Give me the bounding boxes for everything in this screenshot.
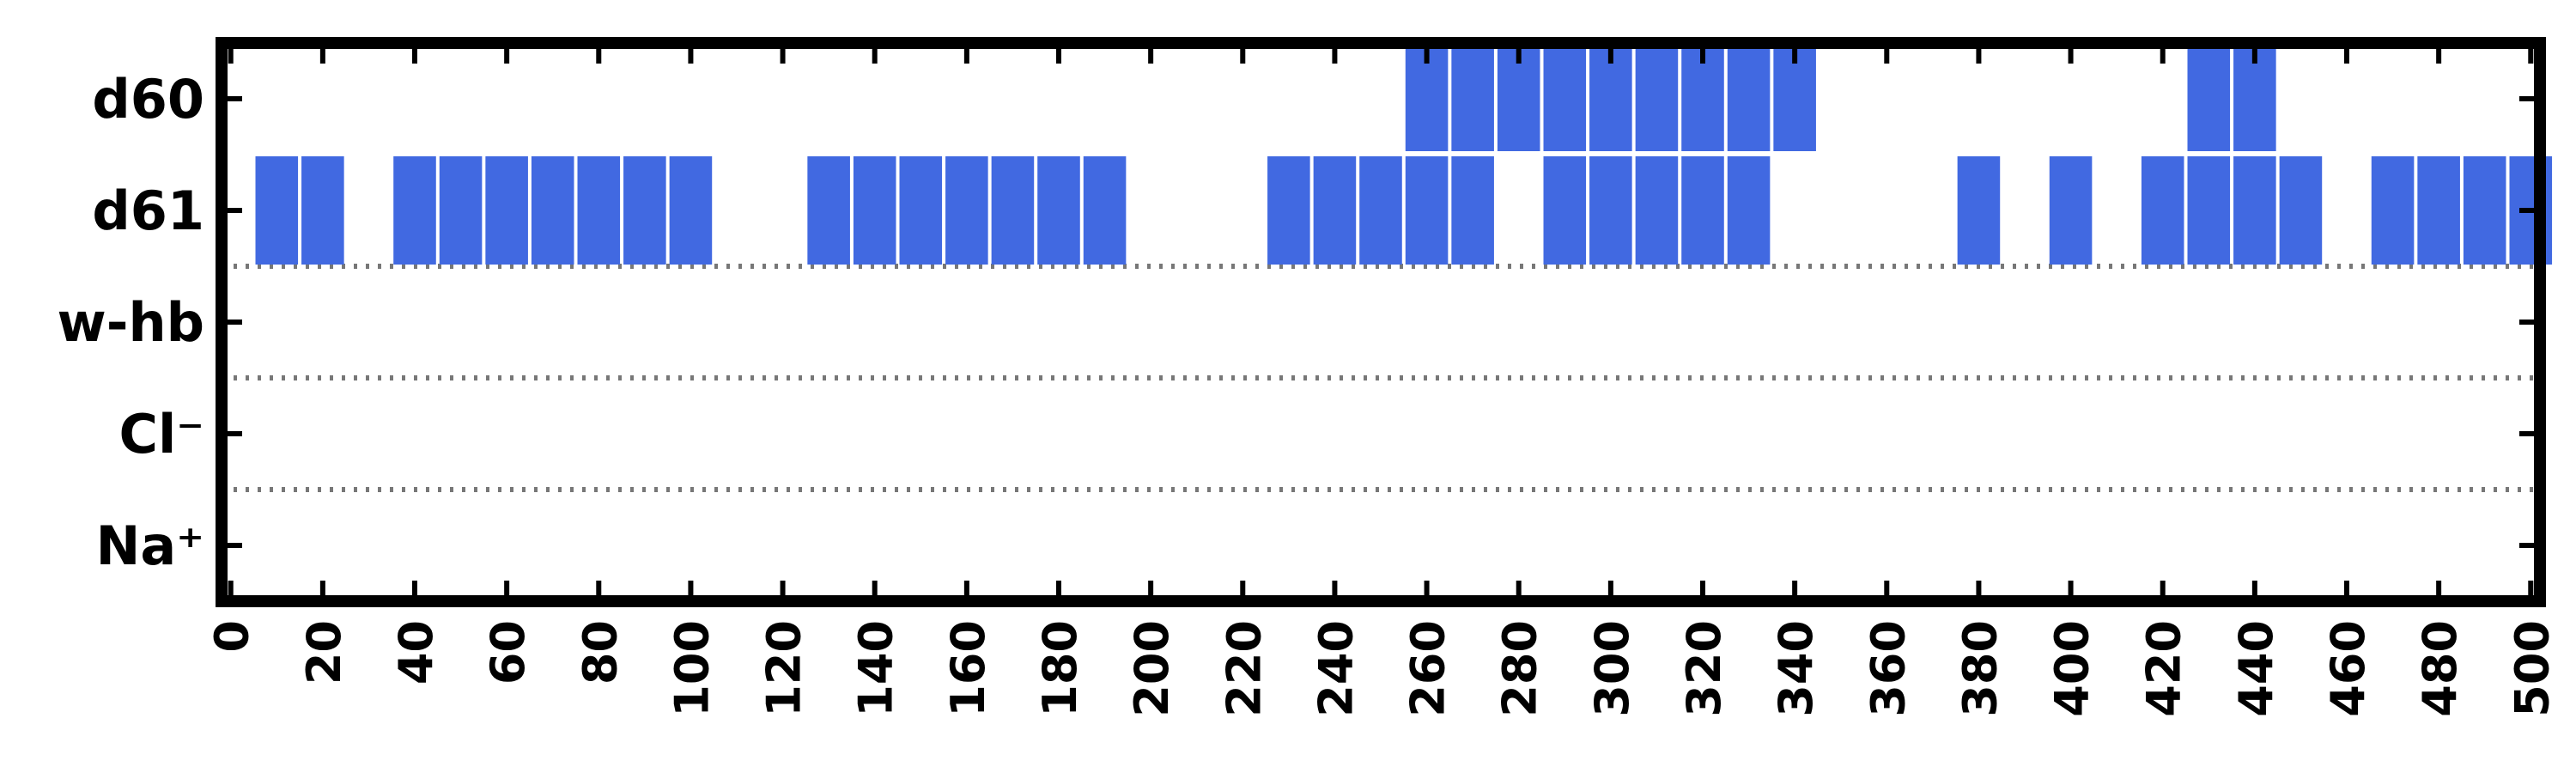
x-tick-label: 140 [849,620,903,717]
bar-d61 [1359,156,1402,265]
bar-d61 [669,156,713,265]
plot-frame [216,37,2546,607]
x-tick-label: 40 [389,620,443,685]
bar-d61 [2371,156,2415,265]
bar-d61 [1267,156,1310,265]
bar-d61 [1727,156,1771,265]
bars [255,43,2553,265]
x-tick-label: 400 [2045,620,2099,717]
bar-d61 [255,156,299,265]
x-tick-label: 0 [205,620,259,653]
bar-d61 [807,156,850,265]
bar-d60 [2187,43,2231,151]
bar-d61 [1313,156,1357,265]
x-tick-label: 360 [1861,620,1915,717]
bar-d61 [2279,156,2323,265]
x-tick-label: 220 [1217,620,1271,717]
x-tick-label: 200 [1125,620,1179,717]
bar-d61 [2233,156,2276,265]
bar-d60 [1727,43,1771,151]
bar-d61 [623,156,666,265]
x-tick-label: 240 [1309,620,1363,717]
separator-lines [222,264,2540,492]
x-tick-label: 460 [2321,620,2375,717]
x-tick-label: 20 [297,620,351,685]
bar-d61 [577,156,621,265]
tick-labels: 0 20 40 60 80 100 120 140 160 180 200 220 240 260 280 3… [57,68,2559,717]
bar-d61 [945,156,988,265]
bar-d61 [1037,156,1080,265]
y-tick-label: Cl⁻ [119,403,204,466]
bar-d61 [1405,156,1449,265]
bar-d61 [485,156,528,265]
y-tick-label: d61 [92,180,204,242]
bar-d61 [2417,156,2460,265]
bar-d61 [1451,156,1494,265]
bar-d61 [1543,156,1587,265]
bar-d60 [1543,43,1587,151]
bar-d61 [853,156,896,265]
x-tick-label: 80 [573,620,627,685]
y-tick-label: d60 [92,68,204,131]
bar-d61 [1635,156,1679,265]
bar-d60 [1635,43,1679,151]
bar-d61 [531,156,574,265]
x-tick-label: 300 [1585,620,1639,717]
bar-d61 [2187,156,2231,265]
x-tick-label: 60 [481,620,535,685]
bar-d61 [2463,156,2506,265]
y-tick-label: Na⁺ [96,514,204,577]
bar-d61 [301,156,344,265]
bar-d61 [899,156,943,265]
bar-d60 [1451,43,1494,151]
x-tick-label: 420 [2137,620,2191,717]
x-tick-label: 440 [2229,620,2283,717]
x-tick-label: 160 [941,620,995,717]
bar-d61 [439,156,483,265]
x-tick-label: 280 [1493,620,1547,717]
bar-d61 [2049,156,2093,265]
x-tick-label: 100 [665,620,719,717]
bar-d61 [1589,156,1632,265]
x-tick-label: 260 [1401,620,1455,717]
x-tick-label: 120 [757,620,811,717]
x-tick-label: 340 [1769,620,1823,717]
x-tick-label: 380 [1953,620,2007,717]
bar-d61 [991,156,1035,265]
bar-d61 [1957,156,2001,265]
bar-d61 [393,156,436,265]
x-tick-label: 320 [1677,620,1731,717]
bar-d61 [1681,156,1724,265]
y-tick-label: w-hb [57,291,204,354]
x-tick-label: 480 [2413,620,2467,717]
bar-d61 [2141,156,2184,265]
x-tick-label: 500 [2505,620,2559,717]
bar-d61 [1083,156,1127,265]
x-tick-label: 180 [1033,620,1087,717]
